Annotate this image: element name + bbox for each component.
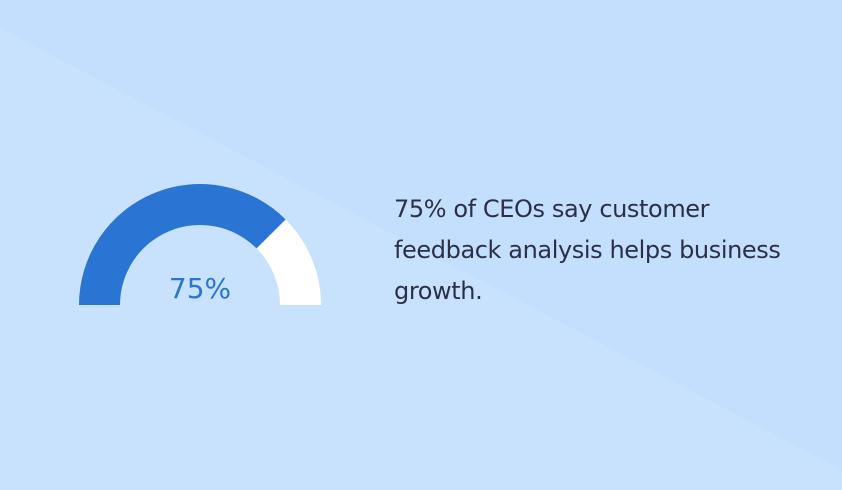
background-band xyxy=(0,28,842,490)
gauge-track xyxy=(256,219,321,305)
annotation: 75% of CEOs say customer feedback analys… xyxy=(394,195,781,305)
value-label: 75% xyxy=(169,272,231,305)
gauge-bar xyxy=(79,184,286,305)
